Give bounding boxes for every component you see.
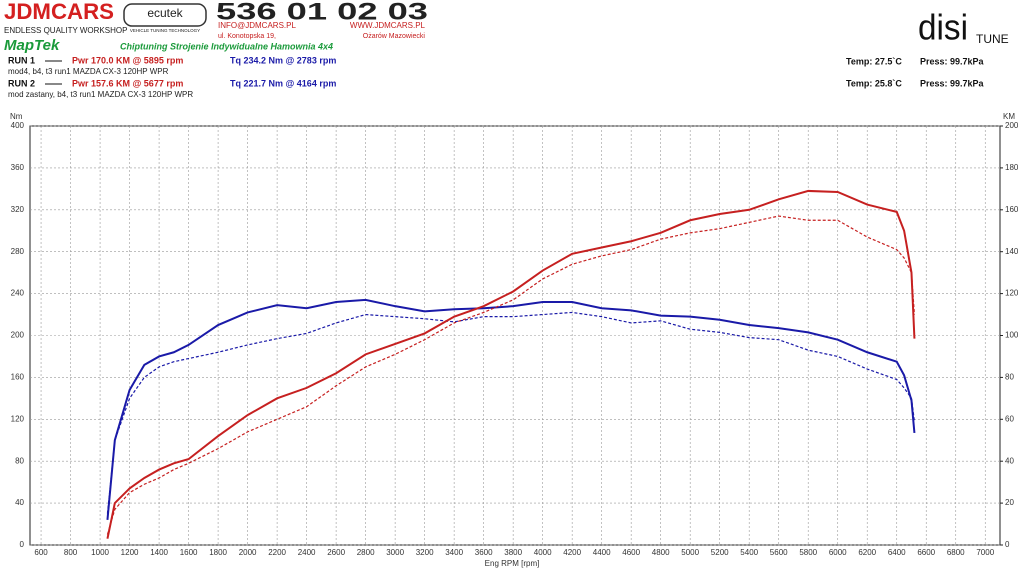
services: Chiptuning Strojenie Indywidualne Hamown… bbox=[120, 41, 333, 51]
y2-tick-label: 180 bbox=[1005, 163, 1019, 172]
series-line bbox=[106, 298, 916, 520]
y2-tick-label: 160 bbox=[1005, 205, 1019, 214]
dyno-brand: disi bbox=[918, 7, 968, 48]
x-tick-label: 2200 bbox=[268, 548, 286, 557]
run-note: mod4, b4, t3 run1 MAZDA CX-3 120HP WPR bbox=[8, 67, 169, 76]
y-tick-label: 320 bbox=[11, 205, 25, 214]
slogan: ENDLESS QUALITY WORKSHOP bbox=[4, 26, 127, 35]
x-tick-label: 5200 bbox=[711, 548, 729, 557]
x-tick-label: 5000 bbox=[681, 548, 699, 557]
x-tick-label: 2400 bbox=[298, 548, 316, 557]
run-note: mod zastany, b4, t3 run1 MAZDA CX-3 120H… bbox=[8, 90, 193, 99]
y2-tick-label: 0 bbox=[1005, 540, 1010, 549]
x-tick-label: 800 bbox=[64, 548, 78, 557]
y-tick-label: 160 bbox=[11, 373, 25, 382]
y2-tick-label: 80 bbox=[1005, 373, 1014, 382]
x-tick-label: 5600 bbox=[770, 548, 788, 557]
x-tick-label: 3400 bbox=[445, 548, 463, 557]
x-tick-label: 4400 bbox=[593, 548, 611, 557]
x-tick-label: 3800 bbox=[504, 548, 522, 557]
x-tick-label: 6400 bbox=[888, 548, 906, 557]
run-temp: Temp: 27.5`C bbox=[846, 56, 902, 66]
y-tick-label: 200 bbox=[11, 331, 25, 340]
x-tick-label: 4800 bbox=[652, 548, 670, 557]
x-tick-label: 6800 bbox=[947, 548, 965, 557]
maptek: MapTek bbox=[4, 37, 60, 54]
website: WWW.JDMCARS.PL bbox=[350, 21, 426, 30]
y-tick-label: 40 bbox=[15, 498, 24, 507]
x-tick-label: 1400 bbox=[150, 548, 168, 557]
street: ul. Konotopska 19, bbox=[218, 33, 276, 40]
x-tick-label: 6600 bbox=[917, 548, 935, 557]
partner-tagline: VEHICLE TUNING TECHNOLOGY bbox=[130, 28, 200, 33]
x-tick-label: 3600 bbox=[475, 548, 493, 557]
y-tick-label: 280 bbox=[11, 247, 25, 256]
series-line bbox=[106, 311, 916, 514]
run-press: Press: 99.7kPa bbox=[920, 78, 985, 88]
x-tick-label: 5400 bbox=[740, 548, 758, 557]
y-tick-label: 120 bbox=[11, 414, 25, 423]
x-tick-label: 3200 bbox=[416, 548, 434, 557]
x-tick-label: 6200 bbox=[858, 548, 876, 557]
y-axis-label: Nm bbox=[10, 112, 23, 121]
x-axis-label: Eng RPM [rpm] bbox=[485, 559, 540, 568]
x-tick-label: 2800 bbox=[357, 548, 375, 557]
series-line bbox=[106, 189, 916, 539]
y-tick-label: 400 bbox=[11, 121, 25, 130]
y2-tick-label: 140 bbox=[1005, 247, 1019, 256]
y-tick-label: 240 bbox=[11, 289, 25, 298]
x-tick-label: 7000 bbox=[976, 548, 994, 557]
x-tick-label: 1200 bbox=[121, 548, 139, 557]
x-tick-label: 1000 bbox=[91, 548, 109, 557]
series-line bbox=[106, 215, 916, 535]
x-tick-label: 2600 bbox=[327, 548, 345, 557]
partner-frame bbox=[123, 3, 207, 27]
run-torque: Tq 234.2 Nm @ 2783 rpm bbox=[230, 55, 336, 65]
y2-tick-label: 60 bbox=[1005, 414, 1014, 423]
y2-tick-label: 200 bbox=[1005, 121, 1019, 130]
y-tick-label: 360 bbox=[11, 163, 25, 172]
x-tick-label: 6000 bbox=[829, 548, 847, 557]
run-power: Pwr 157.6 KM @ 5677 rpm bbox=[72, 78, 183, 88]
brand: JDMCARS bbox=[4, 0, 114, 24]
y2-tick-label: 20 bbox=[1005, 498, 1014, 507]
dyno-suffix: TUNE bbox=[976, 32, 1009, 46]
run-label: RUN 2 bbox=[8, 78, 35, 88]
x-tick-label: 4600 bbox=[622, 548, 640, 557]
run-torque: Tq 221.7 Nm @ 4164 rpm bbox=[230, 78, 336, 88]
x-tick-label: 2000 bbox=[239, 548, 257, 557]
y-tick-label: 0 bbox=[20, 540, 25, 549]
y2-axis-label: KM bbox=[1003, 112, 1015, 121]
x-tick-label: 1600 bbox=[180, 548, 198, 557]
y2-tick-label: 120 bbox=[1005, 289, 1019, 298]
email: INFO@JDMCARS.PL bbox=[218, 21, 296, 30]
x-tick-label: 4200 bbox=[563, 548, 581, 557]
y2-tick-label: 40 bbox=[1005, 456, 1014, 465]
x-tick-label: 5800 bbox=[799, 548, 817, 557]
y-tick-label: 80 bbox=[15, 456, 24, 465]
x-tick-label: 3000 bbox=[386, 548, 404, 557]
x-tick-label: 4000 bbox=[534, 548, 552, 557]
city: Ożarów Mazowiecki bbox=[363, 33, 426, 40]
run-press: Press: 99.7kPa bbox=[920, 56, 985, 66]
run-label: RUN 1 bbox=[8, 55, 35, 65]
x-tick-label: 1800 bbox=[209, 548, 227, 557]
run-power: Pwr 170.0 KM @ 5895 rpm bbox=[72, 55, 183, 65]
y2-tick-label: 100 bbox=[1005, 331, 1019, 340]
x-tick-label: 600 bbox=[34, 548, 48, 557]
partner: ecutek bbox=[147, 6, 183, 20]
phone: 536 01 02 03 bbox=[216, 0, 428, 25]
run-temp: Temp: 25.8`C bbox=[846, 78, 902, 88]
